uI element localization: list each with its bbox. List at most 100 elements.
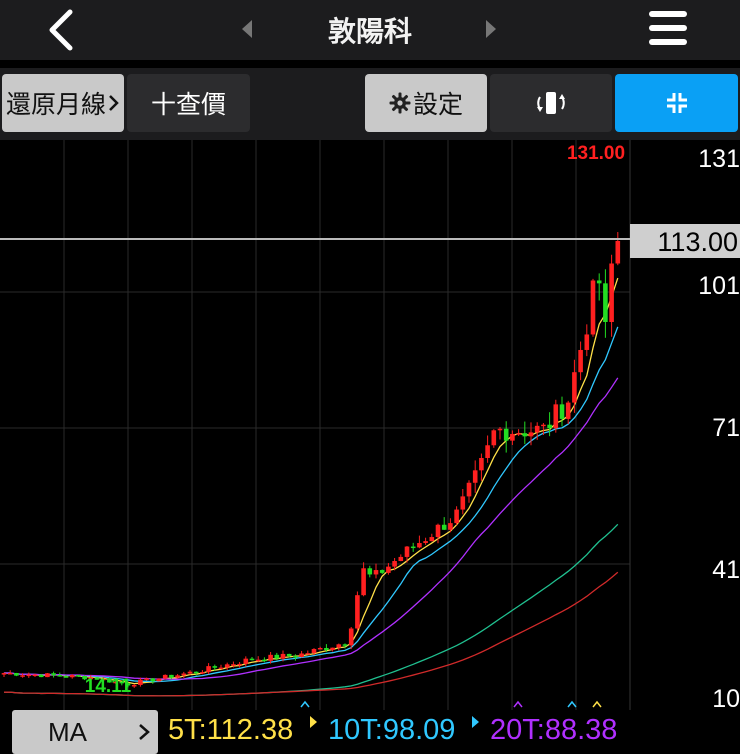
ma60-line — [3, 571, 619, 697]
candle-body — [466, 482, 472, 497]
candle-body — [541, 424, 546, 427]
cross-marker-icon — [567, 700, 577, 708]
rotate-button[interactable] — [490, 74, 612, 132]
ma-label: MA — [48, 716, 87, 747]
hamburger-menu-icon[interactable] — [646, 8, 690, 48]
candlestick-chart[interactable]: 113.00 131.00 14.11 131 101 71 41 10 — [0, 140, 740, 710]
candle-body — [435, 524, 441, 538]
ma-lines — [3, 277, 619, 697]
candle-body — [429, 537, 435, 542]
candle-body — [342, 644, 348, 646]
candle-body — [417, 543, 422, 548]
candle-body — [218, 667, 224, 670]
candle-body — [187, 671, 193, 674]
candle-body — [528, 432, 534, 437]
max-price-label: 131.00 — [567, 143, 625, 164]
candle-body — [392, 561, 397, 567]
candle-body — [460, 496, 466, 510]
candle-body — [156, 678, 162, 682]
markers — [300, 700, 602, 708]
query-price-button[interactable]: 十查價 — [127, 74, 250, 132]
candle-body — [63, 676, 69, 678]
candle-body — [578, 349, 583, 373]
candle-body — [82, 675, 87, 680]
candle-body — [491, 430, 497, 446]
candle-body — [274, 654, 280, 659]
candle-body — [590, 280, 596, 335]
candle-body — [181, 673, 187, 676]
candle-body — [615, 241, 621, 264]
candle-body — [107, 678, 112, 683]
candle-body — [162, 674, 168, 679]
candle-body — [441, 524, 447, 530]
ma-selector-button[interactable]: MA — [12, 710, 158, 754]
candle-body — [193, 671, 199, 674]
candles — [1, 232, 621, 688]
restore-monthly-button[interactable]: 還原月線 — [2, 74, 124, 132]
candle-body — [286, 653, 292, 657]
cross-marker-icon — [592, 700, 602, 708]
candle-body — [224, 664, 230, 668]
candle-body — [32, 674, 38, 677]
candle-body — [423, 541, 428, 544]
cross-marker-icon — [513, 700, 523, 708]
candle-body — [485, 445, 490, 458]
collapse-button[interactable] — [615, 74, 738, 132]
candle-body — [262, 659, 267, 662]
candle-body — [547, 424, 552, 429]
candle-body — [249, 658, 255, 661]
candle-body — [355, 595, 360, 629]
candle-body — [45, 673, 50, 678]
collapse-icon — [666, 93, 687, 113]
candle-body — [534, 425, 540, 433]
prev-triangle-icon[interactable] — [236, 16, 256, 42]
candle-body — [410, 546, 416, 549]
candle-body — [100, 678, 106, 681]
candle-body — [479, 457, 484, 471]
query-price-label: 十查價 — [150, 91, 226, 119]
candle-body — [311, 648, 317, 654]
candle-body — [7, 672, 13, 675]
candle-body — [596, 280, 602, 284]
candle-body — [255, 659, 261, 662]
candle-body — [76, 675, 81, 677]
candle-body — [144, 678, 149, 680]
ma20-line — [3, 377, 619, 680]
candle-body — [379, 570, 385, 573]
candle-body — [398, 556, 404, 562]
ma5-flag-icon — [310, 716, 317, 728]
candle-body — [51, 673, 56, 676]
candle-body — [150, 678, 156, 682]
candle-body — [268, 654, 273, 661]
ma10-flag-icon — [472, 716, 479, 728]
settings-button[interactable]: 設定 — [365, 74, 487, 132]
candle-body — [497, 428, 503, 431]
candle-body — [57, 675, 63, 677]
current-price-box — [630, 224, 740, 258]
candle-body — [336, 644, 342, 648]
ma5-value: 5T:112.38 — [168, 714, 294, 746]
next-triangle-icon[interactable] — [482, 16, 502, 42]
ma5-line — [3, 277, 619, 685]
candle-body — [516, 433, 521, 435]
chart-grid — [0, 140, 631, 710]
candle-body — [169, 674, 174, 678]
candle-body — [367, 568, 373, 575]
candle-body — [1, 673, 7, 675]
ma10-value: 10T:98.09 — [328, 714, 456, 746]
candle-body — [131, 684, 137, 687]
candle-body — [94, 677, 100, 680]
candle-body — [609, 263, 614, 322]
cross-marker-icon — [300, 700, 310, 708]
y-label-131: 131 — [698, 145, 740, 173]
candle-body — [206, 666, 211, 673]
ma20-value: 20T:88.38 — [490, 714, 618, 746]
candle-body — [572, 372, 577, 403]
candle-body — [404, 546, 410, 557]
back-chevron-icon[interactable] — [38, 6, 86, 54]
candle-body — [305, 653, 311, 655]
current-price-label: 113.00 — [657, 227, 738, 257]
candle-body — [317, 647, 323, 650]
candle-body — [472, 470, 478, 483]
y-label-71: 71 — [712, 414, 740, 442]
